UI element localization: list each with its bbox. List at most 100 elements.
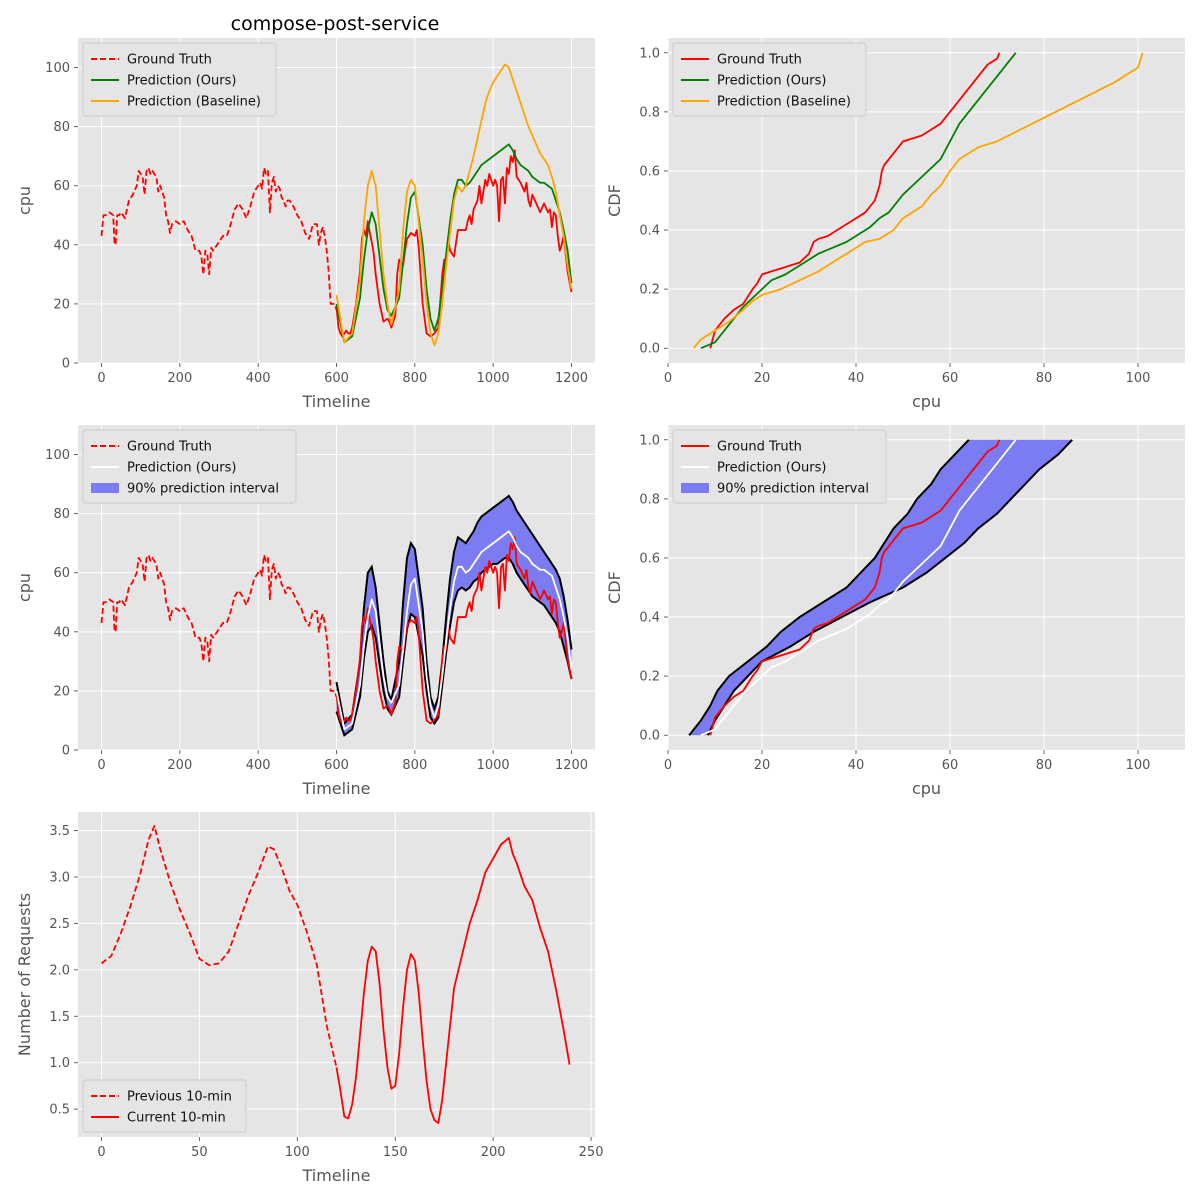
y-axis-label: cpu xyxy=(15,573,34,602)
x-tick-label: 800 xyxy=(402,758,427,773)
figure-title: compose-post-service xyxy=(231,13,440,35)
cdf-compare-panel: 0 20 40 60 80 100 0.0 0.2 0.4 0.6 0.8 1.0 cpu CDF Grou… xyxy=(605,38,1185,411)
y-tick-label: 1.0 xyxy=(639,433,660,448)
y-tick-label: 0.4 xyxy=(639,224,660,239)
legend-label: Ground Truth xyxy=(127,440,212,455)
x-tick-label: 200 xyxy=(167,758,192,773)
legend-label: Prediction (Baseline) xyxy=(717,95,851,110)
y-tick-label: 0.2 xyxy=(639,670,660,685)
y-tick-label: 40 xyxy=(53,238,70,253)
legend-label: Ground Truth xyxy=(717,440,802,455)
x-tick-label: 0 xyxy=(97,758,105,773)
legend-swatch xyxy=(91,483,119,493)
interval-edge-line xyxy=(707,439,1073,736)
x-tick-label: 20 xyxy=(754,371,771,386)
legend-label: Prediction (Ours) xyxy=(717,461,826,476)
series-line-ground-truth xyxy=(335,149,573,338)
x-tick-label: 150 xyxy=(383,1145,408,1160)
y-tick-label: 0.8 xyxy=(639,105,660,120)
legend: Previous 10-min Current 10-min xyxy=(82,1079,247,1133)
x-axis-label: Timeline xyxy=(301,392,370,411)
legend-frame xyxy=(82,42,277,117)
y-axis-label: CDF xyxy=(605,184,624,217)
y-axis-label: Number of Requests xyxy=(15,893,34,1056)
x-tick-label: 40 xyxy=(848,371,865,386)
legend-label: Previous 10-min xyxy=(127,1090,232,1105)
series-line-prediction-baseline xyxy=(693,52,1144,349)
legend-label: Ground Truth xyxy=(127,53,212,68)
legend: Ground Truth Prediction (Ours) 90% predict… xyxy=(82,429,297,504)
y-tick-label: 0.6 xyxy=(639,551,660,566)
legend: Ground Truth Prediction (Ours) Prediction … xyxy=(82,42,277,117)
x-tick-label: 400 xyxy=(246,371,271,386)
legend-label: Prediction (Ours) xyxy=(127,461,236,476)
interval-edge-line xyxy=(688,439,970,736)
x-tick-label: 0 xyxy=(97,371,105,386)
y-tick-label: 0 xyxy=(62,744,70,759)
legend-frame xyxy=(672,42,867,117)
legend-label: 90% prediction interval xyxy=(127,482,279,497)
x-tick-label: 0 xyxy=(664,371,672,386)
y-tick-label: 20 xyxy=(53,684,70,699)
data-marks xyxy=(100,63,573,347)
x-tick-label: 0 xyxy=(97,1145,105,1160)
series-line-ground-truth xyxy=(335,536,573,725)
x-tick-label: 400 xyxy=(246,758,271,773)
x-tick-label: 20 xyxy=(754,758,771,773)
x-tick-label: 600 xyxy=(324,758,349,773)
y-tick-label: 1.0 xyxy=(639,46,660,61)
x-tick-label: 800 xyxy=(402,371,427,386)
x-tick-label: 60 xyxy=(942,758,959,773)
y-tick-label: 3.0 xyxy=(49,871,70,886)
legend-frame xyxy=(82,1079,247,1133)
y-tick-label: 100 xyxy=(45,448,70,463)
x-tick-label: 200 xyxy=(481,1145,506,1160)
x-tick-label: 100 xyxy=(1126,371,1151,386)
series-line-prediction-ours xyxy=(700,52,1017,350)
y-tick-label: 0.2 xyxy=(639,283,660,298)
requests-panel: 0 50 100 150 200 250 0.5 1.0 1.5 2.0 2.5 3.0 3.5 Time… xyxy=(15,812,603,1185)
x-tick-label: 60 xyxy=(942,371,959,386)
x-tick-label: 200 xyxy=(167,371,192,386)
legend-frame xyxy=(82,429,297,504)
x-tick-label: 1200 xyxy=(555,758,588,773)
series-line-prediction-baseline xyxy=(335,63,573,347)
y-tick-label: 0.4 xyxy=(639,611,660,626)
x-axis-label: Timeline xyxy=(301,779,370,798)
series-line-prediction-ours xyxy=(335,530,573,731)
legend-label: Current 10-min xyxy=(127,1111,226,1126)
y-tick-label: 0.0 xyxy=(639,729,660,744)
series-line-ground-truth xyxy=(709,52,1001,349)
y-tick-label: 80 xyxy=(53,120,70,135)
x-tick-label: 50 xyxy=(191,1145,208,1160)
x-tick-label: 80 xyxy=(1036,758,1053,773)
x-axis-label: cpu xyxy=(912,779,941,798)
y-axis-label: cpu xyxy=(15,186,34,215)
series-line-ground-truth xyxy=(709,439,1001,736)
data-marks xyxy=(100,494,573,737)
y-tick-label: 3.5 xyxy=(49,824,70,839)
series-line-ground-truth xyxy=(100,167,338,311)
y-tick-label: 80 xyxy=(53,507,70,522)
x-tick-label: 80 xyxy=(1036,371,1053,386)
x-tick-label: 0 xyxy=(664,758,672,773)
x-tick-label: 40 xyxy=(848,758,865,773)
y-tick-label: 1.0 xyxy=(49,1056,70,1071)
series-line-previous-10-min xyxy=(100,825,338,1068)
x-axis-label: Timeline xyxy=(301,1166,370,1185)
legend-swatch xyxy=(681,483,709,493)
data-marks xyxy=(688,439,1073,737)
timeline-compare-panel: 0 200 400 600 800 1000 1200 0 20 40 60 80 100 Timelin… xyxy=(15,38,595,411)
x-tick-label: 1000 xyxy=(477,758,510,773)
legend-label: Prediction (Baseline) xyxy=(127,95,261,110)
legend-label: Prediction (Ours) xyxy=(717,74,826,89)
y-tick-label: 2.0 xyxy=(49,963,70,978)
x-axis-label: cpu xyxy=(912,392,941,411)
legend: Ground Truth Prediction (Ours) 90% predict… xyxy=(672,429,887,504)
y-tick-label: 1.5 xyxy=(49,1010,70,1025)
y-tick-label: 20 xyxy=(53,297,70,312)
x-tick-label: 100 xyxy=(285,1145,310,1160)
series-line-current-10-min xyxy=(335,837,571,1124)
prediction-interval-band xyxy=(336,495,572,736)
